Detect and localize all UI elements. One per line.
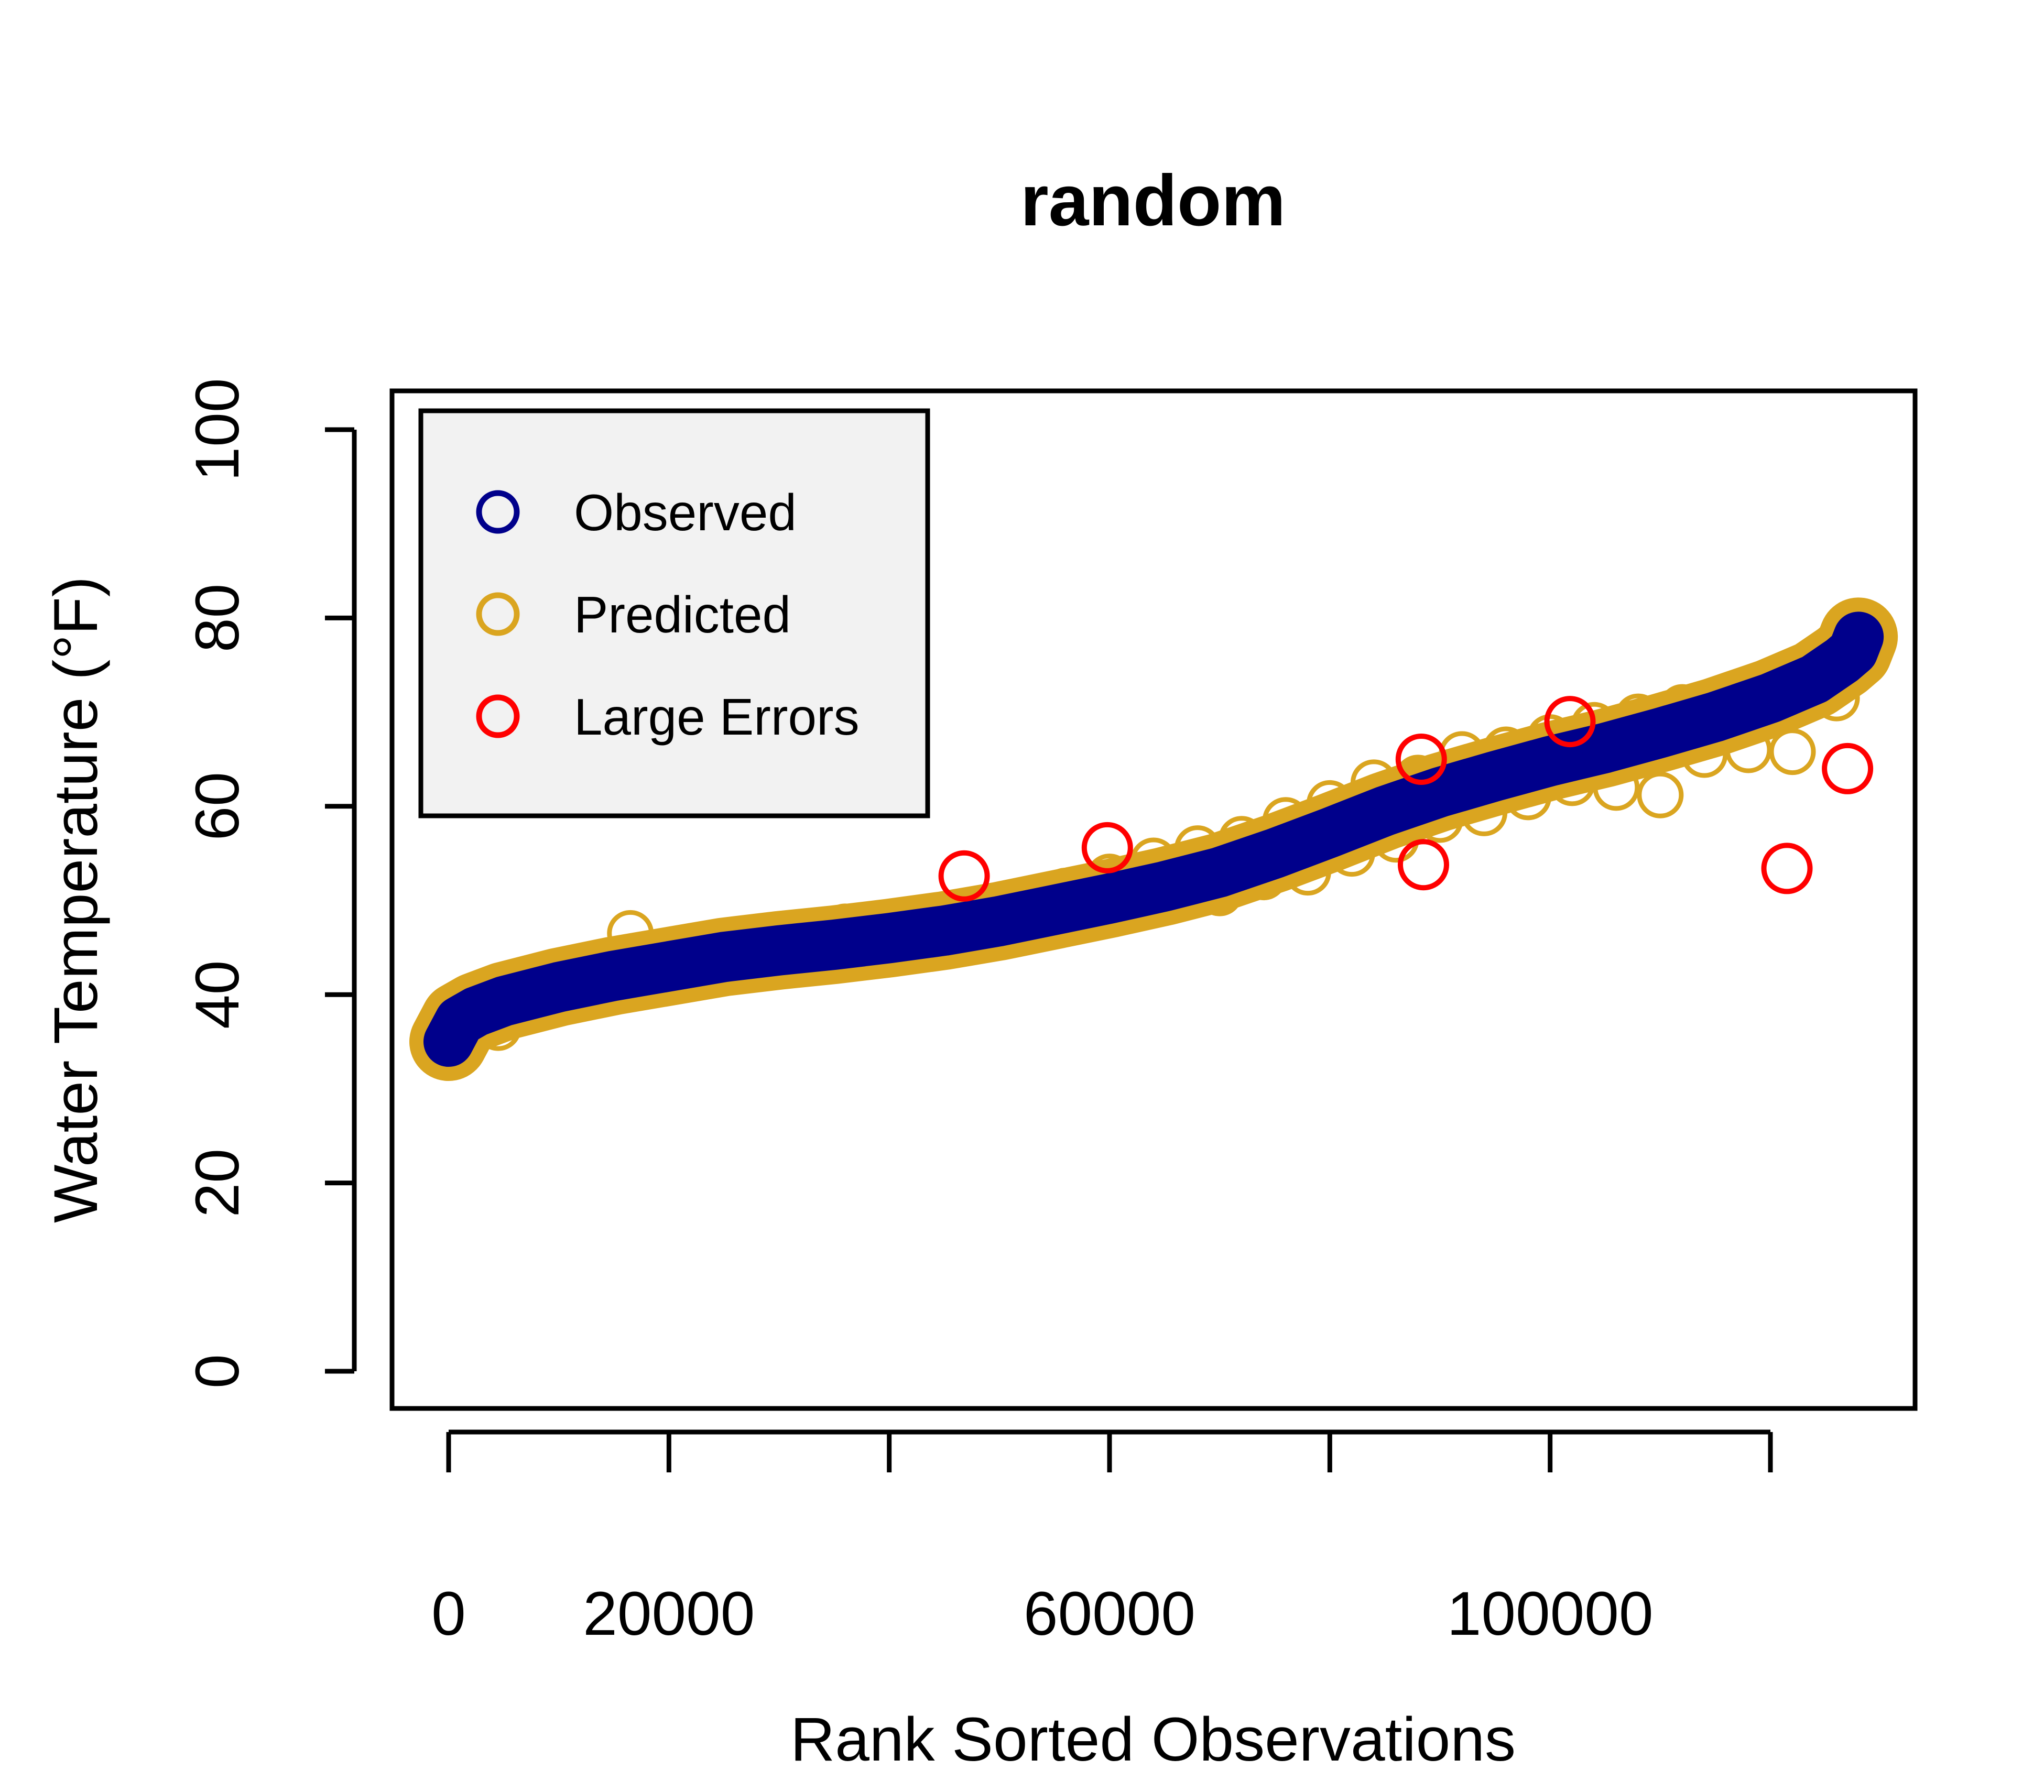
x-tick-label: 100000 [1447,1579,1654,1648]
y-tick-label: 100 [183,378,252,482]
observed-point [1472,752,1519,800]
observed-point [1637,709,1684,757]
predicted-point [1769,728,1816,775]
observed-point [1141,863,1188,910]
y-tick-label: 40 [183,960,252,1029]
legend-large-errors-label: Large Errors [574,688,860,746]
observed-point [1251,830,1298,877]
predicted-point [1637,771,1684,818]
observed-point [866,914,913,961]
observed-point [1196,849,1243,896]
observed-series [423,611,1884,1067]
y-tick-label: 60 [183,772,252,840]
large-error-point [1395,733,1447,785]
observed-point [1031,886,1078,933]
x-axis-ticks: 0 20000 60000 100000 [431,1432,1773,1648]
x-tick-label: 0 [431,1579,466,1648]
y-axis-label: Water Temperature (°F) [41,576,111,1223]
large-error-point [1822,742,1874,794]
observed-point [811,921,858,968]
chart-title: random [1020,160,1286,241]
large-errors-series [938,696,1874,902]
observed-point [1582,724,1629,771]
legend-observed-label: Observed [574,484,797,541]
observed-point [976,898,1023,945]
observed-point [1692,693,1739,740]
legend: Observed Predicted Large Errors [418,408,930,818]
observed-point [1086,875,1133,922]
observed-point [1527,738,1574,785]
legend-predicted-marker [476,592,520,636]
observed-point [480,978,527,1025]
observed-point [645,943,692,990]
large-error-point [938,850,990,902]
large-error-point [1081,822,1133,873]
observed-point [921,907,968,954]
observed-point [700,933,747,980]
observed-point [1417,769,1463,816]
legend-observed-marker [476,490,520,534]
x-tick-label: 20000 [583,1579,755,1648]
x-axis-label: Rank Sorted Observations [790,1705,1516,1774]
legend-large-errors-marker [476,694,520,738]
x-tick-label: 60000 [1024,1579,1195,1648]
large-error-point [1761,843,1813,894]
large-error-point [1397,839,1449,891]
observed-point [535,964,582,1011]
y-axis-ticks: 0 20 40 60 80 100 [183,378,354,1389]
observed-point [1747,674,1794,722]
y-tick-label: 0 [183,1354,252,1389]
plot-frame [389,388,1918,1411]
observed-point [756,927,802,974]
y-tick-label: 20 [183,1149,252,1217]
observed-point [1835,613,1882,660]
observed-point [1306,809,1353,856]
y-tick-label: 80 [183,584,252,652]
observed-point [1361,788,1408,835]
legend-predicted-label: Predicted [574,586,791,643]
observed-point [590,952,637,999]
legend-box [418,408,930,818]
large-error-point [1544,696,1596,748]
